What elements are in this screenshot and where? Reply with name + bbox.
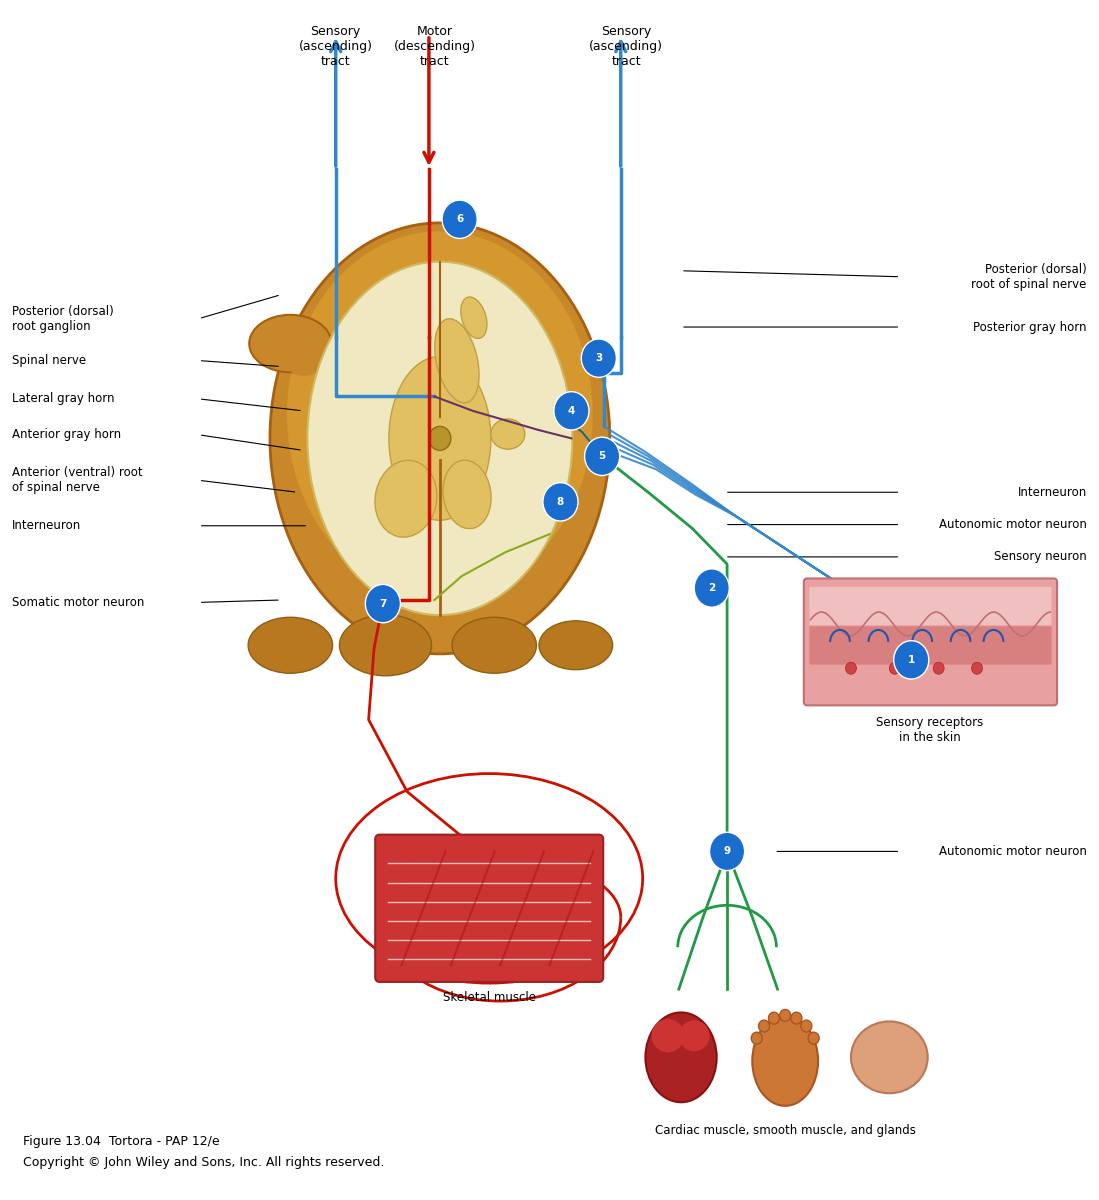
Circle shape bbox=[365, 584, 400, 623]
Text: Posterior (dorsal)
root ganglion: Posterior (dorsal) root ganglion bbox=[12, 305, 114, 332]
Circle shape bbox=[585, 437, 620, 475]
Text: Figure 13.04  Tortora - PAP 12/e: Figure 13.04 Tortora - PAP 12/e bbox=[23, 1135, 220, 1148]
Text: Sensory receptors
in the skin: Sensory receptors in the skin bbox=[876, 716, 984, 744]
Ellipse shape bbox=[435, 319, 479, 403]
Ellipse shape bbox=[452, 617, 536, 673]
Text: 2: 2 bbox=[708, 583, 715, 593]
Ellipse shape bbox=[645, 1013, 717, 1103]
Ellipse shape bbox=[308, 262, 573, 616]
FancyBboxPatch shape bbox=[809, 587, 1052, 625]
Ellipse shape bbox=[287, 232, 592, 598]
Text: Spinal nerve: Spinal nerve bbox=[12, 354, 87, 367]
Ellipse shape bbox=[752, 1032, 763, 1044]
Text: Cardiac muscle, smooth muscle, and glands: Cardiac muscle, smooth muscle, and gland… bbox=[655, 1124, 915, 1138]
Ellipse shape bbox=[808, 1032, 819, 1044]
FancyBboxPatch shape bbox=[809, 626, 1052, 665]
Ellipse shape bbox=[791, 1012, 802, 1024]
Text: Lateral gray horn: Lateral gray horn bbox=[12, 392, 115, 406]
Text: 8: 8 bbox=[557, 497, 564, 506]
Circle shape bbox=[893, 641, 929, 679]
Text: Posterior (dorsal)
root of spinal nerve: Posterior (dorsal) root of spinal nerve bbox=[972, 263, 1087, 290]
Ellipse shape bbox=[340, 614, 432, 676]
FancyBboxPatch shape bbox=[375, 835, 603, 982]
Circle shape bbox=[543, 482, 578, 521]
Circle shape bbox=[933, 662, 944, 674]
FancyBboxPatch shape bbox=[803, 578, 1057, 706]
Circle shape bbox=[972, 662, 983, 674]
Ellipse shape bbox=[768, 1012, 779, 1024]
Circle shape bbox=[442, 200, 477, 239]
Text: 6: 6 bbox=[456, 215, 464, 224]
Text: 4: 4 bbox=[568, 406, 575, 416]
Text: Somatic motor neuron: Somatic motor neuron bbox=[12, 596, 145, 608]
Ellipse shape bbox=[801, 1020, 812, 1032]
Circle shape bbox=[429, 426, 451, 450]
Circle shape bbox=[889, 662, 900, 674]
Ellipse shape bbox=[270, 223, 610, 654]
Ellipse shape bbox=[248, 617, 333, 673]
Text: Anterior gray horn: Anterior gray horn bbox=[12, 428, 122, 442]
Text: 3: 3 bbox=[596, 353, 602, 364]
Circle shape bbox=[554, 391, 589, 430]
Text: 7: 7 bbox=[379, 599, 387, 608]
Circle shape bbox=[695, 569, 730, 607]
Text: Skeletal muscle: Skeletal muscle bbox=[443, 991, 535, 1004]
Ellipse shape bbox=[779, 1009, 790, 1021]
Ellipse shape bbox=[753, 1016, 818, 1106]
Text: Autonomic motor neuron: Autonomic motor neuron bbox=[939, 845, 1087, 858]
Circle shape bbox=[581, 340, 617, 377]
Circle shape bbox=[845, 662, 856, 674]
Circle shape bbox=[710, 833, 745, 870]
Text: Anterior (ventral) root
of spinal nerve: Anterior (ventral) root of spinal nerve bbox=[12, 467, 143, 494]
Ellipse shape bbox=[539, 620, 612, 670]
Text: Sensory
(ascending)
tract: Sensory (ascending) tract bbox=[299, 25, 373, 68]
Text: Sensory
(ascending)
tract: Sensory (ascending) tract bbox=[589, 25, 663, 68]
Ellipse shape bbox=[249, 314, 332, 372]
Text: Sensory neuron: Sensory neuron bbox=[993, 551, 1087, 563]
Ellipse shape bbox=[851, 1021, 928, 1093]
Ellipse shape bbox=[491, 419, 525, 449]
Ellipse shape bbox=[285, 346, 323, 376]
Ellipse shape bbox=[758, 1020, 769, 1032]
Ellipse shape bbox=[460, 296, 487, 338]
Text: Copyright © John Wiley and Sons, Inc. All rights reserved.: Copyright © John Wiley and Sons, Inc. Al… bbox=[23, 1156, 385, 1169]
Ellipse shape bbox=[443, 460, 491, 529]
Text: Interneuron: Interneuron bbox=[1018, 486, 1087, 499]
Text: 9: 9 bbox=[723, 846, 731, 857]
Ellipse shape bbox=[375, 461, 436, 538]
Text: 1: 1 bbox=[908, 655, 914, 665]
Ellipse shape bbox=[389, 356, 491, 521]
Text: 5: 5 bbox=[599, 451, 606, 461]
Ellipse shape bbox=[652, 1019, 685, 1052]
Text: Posterior gray horn: Posterior gray horn bbox=[973, 320, 1087, 334]
Text: Motor
(descending)
tract: Motor (descending) tract bbox=[393, 25, 476, 68]
Text: Autonomic motor neuron: Autonomic motor neuron bbox=[939, 518, 1087, 532]
Text: Interneuron: Interneuron bbox=[12, 520, 81, 533]
Ellipse shape bbox=[679, 1020, 710, 1051]
